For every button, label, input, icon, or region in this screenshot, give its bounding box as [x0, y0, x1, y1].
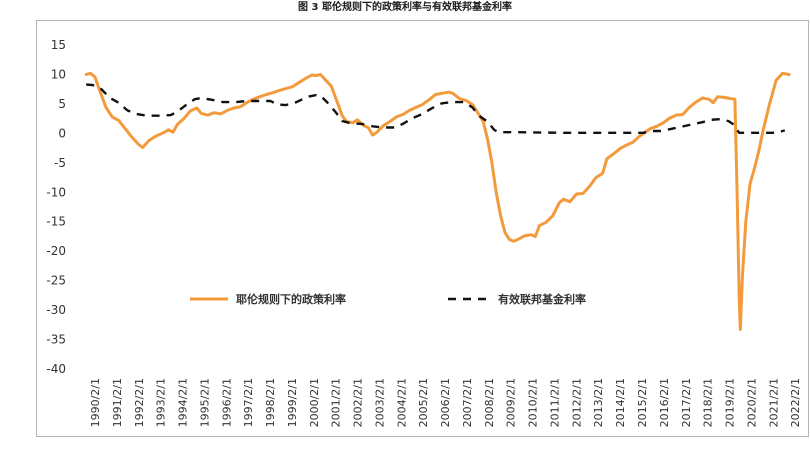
y-tick-label: -10: [46, 185, 66, 199]
x-tick-label: 2014/2/1: [614, 378, 627, 427]
chart-frame: [36, 20, 809, 437]
y-tick-label: -30: [46, 303, 66, 317]
y-tick-label: -15: [46, 215, 66, 229]
x-tick-label: 1992/2/1: [133, 378, 146, 427]
legend-label: 耶伦规则下的政策利率: [236, 292, 346, 306]
x-tick-label: 2019/2/1: [724, 378, 737, 427]
y-axis-ticks: 15 10 5 0 -5 -10 -15 -20 -25 -30 -35 -40: [46, 38, 66, 376]
y-tick-label: 0: [58, 126, 66, 140]
y-tick-label: -20: [46, 244, 66, 258]
x-tick-label: 2004/2/1: [395, 378, 408, 427]
x-tick-label: 1993/2/1: [155, 378, 168, 427]
x-tick-label: 2015/2/1: [636, 378, 649, 427]
x-tick-label: 2009/2/1: [505, 378, 518, 427]
x-tick-label: 1994/2/1: [177, 378, 190, 427]
x-tick-label: 1995/2/1: [198, 378, 211, 427]
y-tick-label: -40: [46, 362, 66, 376]
x-tick-label: 2010/2/1: [527, 378, 540, 427]
series-lines: [84, 71, 791, 331]
x-tick-label: 2008/2/1: [483, 378, 496, 427]
legend: 耶伦规则下的政策利率 有效联邦基金利率: [190, 292, 586, 306]
x-tick-label: 2003/2/1: [373, 378, 386, 427]
y-tick-label: -25: [46, 274, 66, 288]
x-tick-label: 2016/2/1: [658, 378, 671, 427]
y-tick-label: -5: [54, 156, 66, 170]
y-tick-label: 15: [51, 38, 66, 52]
x-tick-label: 2001/2/1: [330, 378, 343, 427]
x-tick-label: 2006/2/1: [439, 378, 452, 427]
y-tick-label: -35: [46, 333, 66, 347]
x-tick-label: 2020/2/1: [745, 378, 758, 427]
y-tick-label: 5: [58, 97, 66, 111]
x-tick-label: 2017/2/1: [680, 378, 693, 427]
x-tick-label: 2013/2/1: [592, 378, 605, 427]
series-line-yellen-rule: [84, 71, 791, 331]
x-tick-label: 1999/2/1: [286, 378, 299, 427]
x-tick-label: 2021/2/1: [767, 378, 780, 427]
x-tick-label: 2002/2/1: [352, 378, 365, 427]
x-tick-label: 2005/2/1: [417, 378, 430, 427]
x-tick-label: 2012/2/1: [570, 378, 583, 427]
series-line-effective-fed-funds: [86, 83, 786, 134]
x-axis-ticks: 1990/2/1 1991/2/1 1992/2/1 1993/2/1 1994/2/1…: [89, 378, 802, 427]
x-tick-label: 1998/2/1: [264, 378, 277, 427]
x-tick-label: 1991/2/1: [111, 378, 124, 427]
y-tick-label: 10: [51, 67, 66, 81]
x-tick-label: 2000/2/1: [308, 378, 321, 427]
x-tick-label: 1997/2/1: [242, 378, 255, 427]
chart-title: 图 3 耶伦规则下的政策利率与有效联邦基金利率: [298, 2, 512, 13]
legend-label: 有效联邦基金利率: [498, 292, 586, 306]
x-tick-label: 2007/2/1: [461, 378, 474, 427]
x-tick-label: 2022/2/1: [789, 378, 802, 427]
x-tick-label: 2011/2/1: [548, 378, 561, 427]
x-tick-label: 2018/2/1: [702, 378, 715, 427]
x-tick-label: 1996/2/1: [220, 378, 233, 427]
x-tick-label: 1990/2/1: [89, 378, 102, 427]
